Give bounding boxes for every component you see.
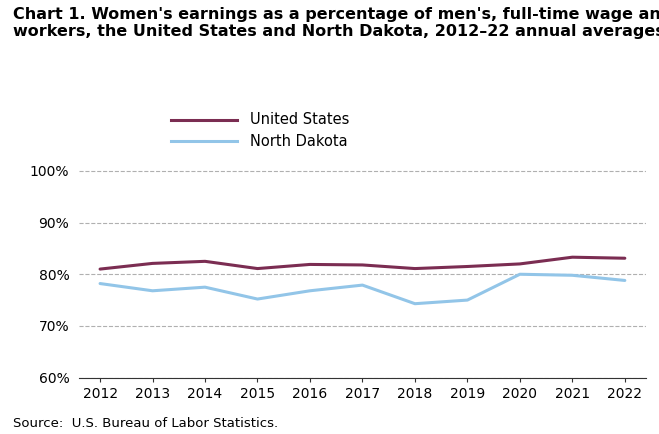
Text: Source:  U.S. Bureau of Labor Statistics.: Source: U.S. Bureau of Labor Statistics. bbox=[13, 417, 278, 430]
Text: United States: United States bbox=[250, 112, 350, 127]
Text: Chart 1. Women's earnings as a percentage of men's, full-time wage and salary
wo: Chart 1. Women's earnings as a percentag… bbox=[13, 7, 659, 39]
Text: North Dakota: North Dakota bbox=[250, 134, 348, 148]
